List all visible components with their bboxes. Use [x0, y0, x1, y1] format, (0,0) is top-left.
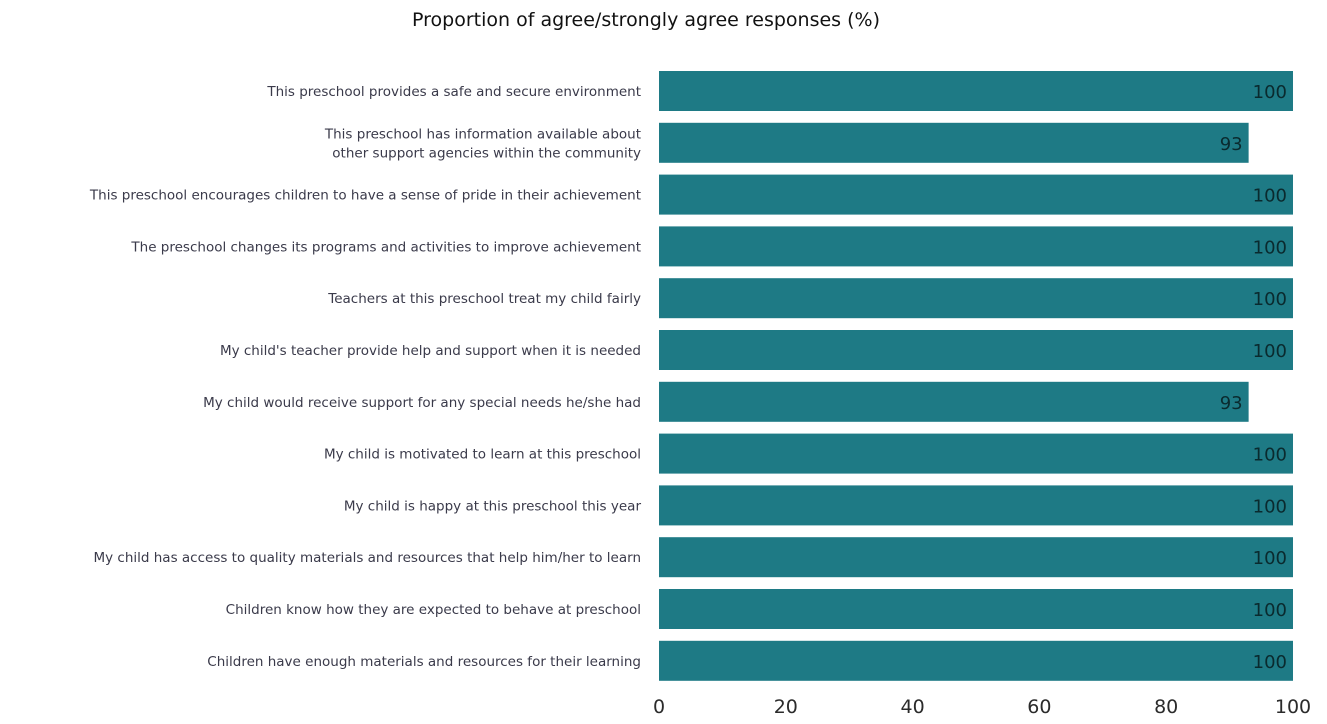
category-label: My child is motivated to learn at this p… [324, 447, 641, 463]
category-label-line: My child has access to quality materials… [93, 550, 641, 566]
value-label: 93 [1220, 134, 1243, 155]
category-label-line: Children know how they are expected to b… [226, 602, 641, 618]
category-label-line: Teachers at this preschool treat my chil… [327, 291, 641, 307]
category-label-line: My child is happy at this preschool this… [344, 498, 642, 514]
value-label: 100 [1253, 600, 1287, 621]
bar [659, 434, 1293, 474]
value-label: 100 [1253, 496, 1287, 517]
value-label: 100 [1253, 289, 1287, 310]
category-label-line: This preschool has information available… [324, 126, 641, 142]
category-label: Teachers at this preschool treat my chil… [327, 291, 641, 307]
category-label: My child has access to quality materials… [93, 550, 641, 566]
value-label: 100 [1253, 548, 1287, 569]
bar [659, 330, 1293, 370]
category-label-line: This preschool encourages children to ha… [89, 188, 641, 204]
bar [659, 71, 1293, 111]
x-tick-label: 20 [774, 696, 798, 718]
category-label: My child is happy at this preschool this… [344, 498, 642, 514]
value-label: 100 [1253, 445, 1287, 466]
category-label: Children know how they are expected to b… [226, 602, 641, 618]
bar [659, 123, 1249, 163]
bar [659, 226, 1293, 266]
value-label: 100 [1253, 186, 1287, 207]
value-label: 100 [1253, 341, 1287, 362]
bar [659, 485, 1293, 525]
bar [659, 589, 1293, 629]
x-tick-label: 40 [901, 696, 925, 718]
category-label: This preschool provides a safe and secur… [266, 84, 641, 100]
x-tick-label: 60 [1027, 696, 1051, 718]
bar [659, 175, 1293, 215]
category-label: Children have enough materials and resou… [207, 654, 641, 670]
category-label-line: The preschool changes its programs and a… [130, 239, 641, 255]
x-tick-label: 100 [1275, 696, 1311, 718]
category-label-line: My child is motivated to learn at this p… [324, 447, 641, 463]
category-label-line: other support agencies within the commun… [332, 145, 641, 161]
category-label: My child would receive support for any s… [203, 395, 641, 411]
bar [659, 537, 1293, 577]
bar [659, 278, 1293, 318]
value-label: 100 [1253, 237, 1287, 258]
bar [659, 382, 1249, 422]
category-label: The preschool changes its programs and a… [130, 239, 641, 255]
category-label-line: My child would receive support for any s… [203, 395, 641, 411]
value-label: 100 [1253, 82, 1287, 103]
value-label: 93 [1220, 393, 1243, 414]
value-label: 100 [1253, 652, 1287, 673]
bar [659, 641, 1293, 681]
chart-title: Proportion of agree/strongly agree respo… [412, 9, 880, 31]
category-label-line: My child's teacher provide help and supp… [220, 343, 641, 359]
category-label-line: Children have enough materials and resou… [207, 654, 641, 670]
x-tick-label: 80 [1154, 696, 1178, 718]
category-label: This preschool encourages children to ha… [89, 188, 641, 204]
category-label: My child's teacher provide help and supp… [220, 343, 641, 359]
category-label-line: This preschool provides a safe and secur… [266, 84, 641, 100]
x-tick-label: 0 [653, 696, 665, 718]
